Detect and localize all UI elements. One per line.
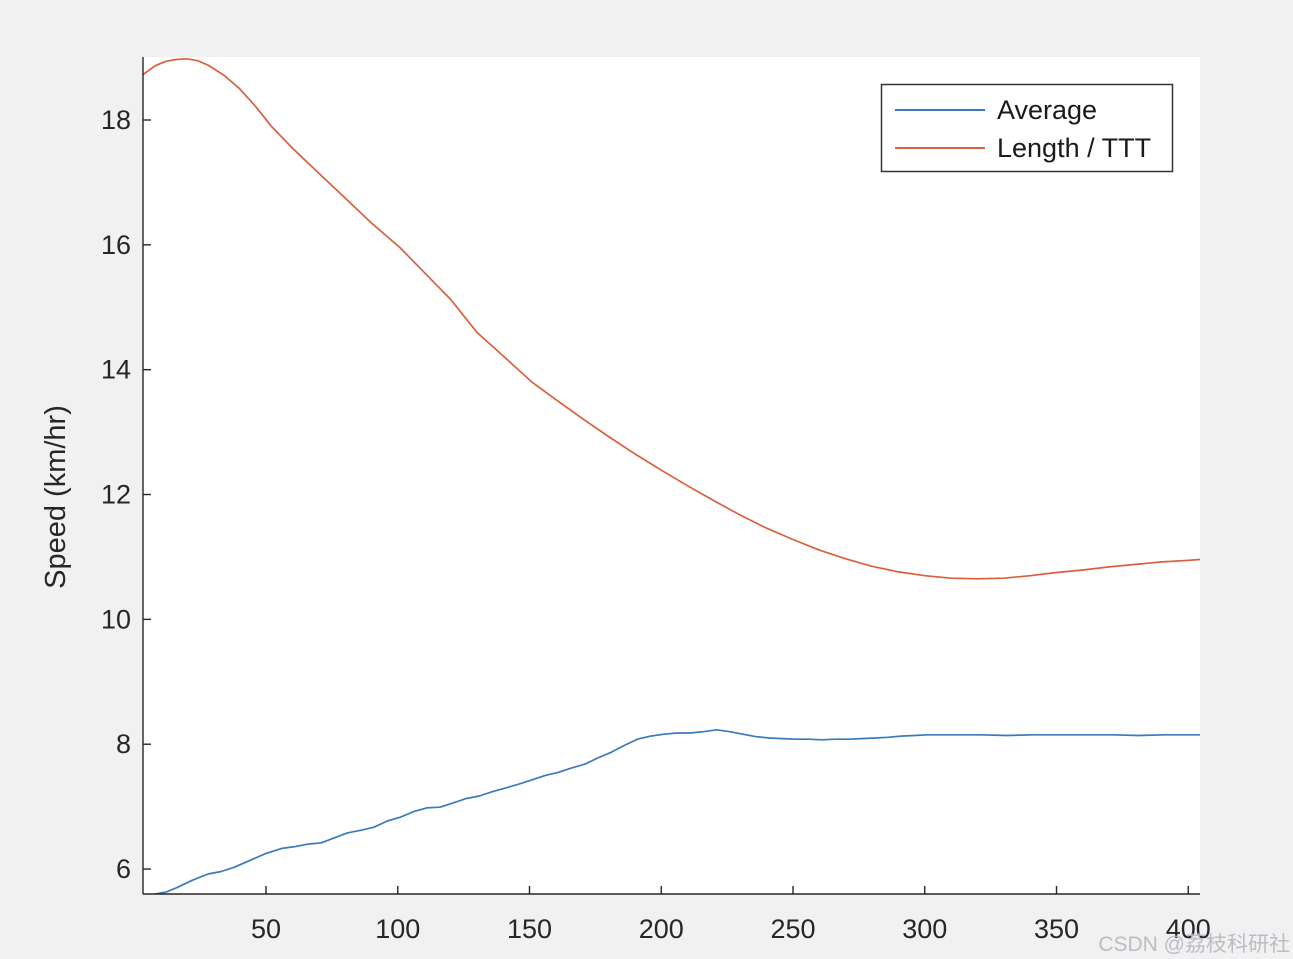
legend-label-average: Average bbox=[997, 95, 1097, 125]
y-tick-label: 14 bbox=[101, 355, 131, 385]
y-axis-label: Speed (km/hr) bbox=[40, 405, 72, 589]
y-tick-label: 16 bbox=[101, 230, 131, 260]
series-line-length-ttt bbox=[143, 57, 1200, 580]
y-tick-label: 8 bbox=[116, 729, 131, 759]
y-tick-label: 12 bbox=[101, 480, 131, 510]
x-tick-label: 150 bbox=[507, 914, 552, 944]
x-tick-label: 200 bbox=[639, 914, 684, 944]
x-tick-label: 250 bbox=[770, 914, 815, 944]
legend-box bbox=[880, 83, 1174, 173]
y-tick-label: 18 bbox=[101, 105, 131, 135]
legend: Average Length / TTT bbox=[880, 83, 1174, 173]
x-tick-label: 100 bbox=[375, 914, 420, 944]
series-layer bbox=[143, 57, 1200, 895]
x-tick-label: 350 bbox=[1034, 914, 1079, 944]
legend-label-length-ttt: Length / TTT bbox=[997, 133, 1151, 163]
axes-layer: 50 100 150 200 250 300 350 400 6 8 10 12 14 16 18 bbox=[101, 57, 1211, 944]
y-tick-label: 6 bbox=[116, 854, 131, 884]
x-tick-label: 300 bbox=[902, 914, 947, 944]
x-tick-label: 50 bbox=[251, 914, 281, 944]
watermark: CSDN @荔枝科研社 bbox=[1098, 933, 1290, 956]
x-tick-label: 400 bbox=[1166, 914, 1211, 944]
y-tick-label: 10 bbox=[101, 604, 131, 634]
series-line-average bbox=[143, 728, 1200, 895]
